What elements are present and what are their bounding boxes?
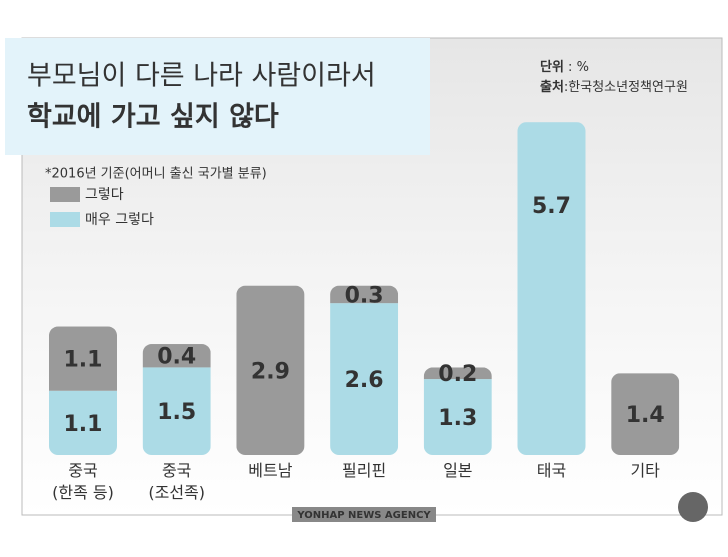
footer: YONHAP NEWS AGENCY bbox=[296, 510, 431, 521]
unit-label: 단위 bbox=[540, 59, 564, 75]
value-label: 1.5 bbox=[157, 400, 196, 425]
value-label: 0.2 bbox=[438, 362, 477, 387]
icon[interactable] bbox=[678, 492, 708, 522]
x-tick-label: 일본 bbox=[443, 461, 473, 480]
chart-title: 부모님이 다른 나라 사람이라서 bbox=[27, 61, 376, 92]
value-label: 1.1 bbox=[64, 348, 103, 373]
x-tick-label: 필리핀 bbox=[342, 461, 387, 480]
bar-segment bbox=[611, 373, 680, 455]
value-label: 1.3 bbox=[438, 406, 477, 431]
legend-swatch bbox=[50, 212, 80, 227]
value-label: 0.4 bbox=[157, 345, 196, 370]
source-label: 출처 bbox=[540, 79, 564, 95]
value-label: 1.1 bbox=[64, 412, 103, 437]
x-tick-label: 베트남 bbox=[248, 461, 293, 480]
legend-label: 그렇다 bbox=[85, 187, 124, 203]
bar bbox=[517, 122, 586, 456]
x-tick-label: 중국 (한족 등) bbox=[52, 461, 114, 502]
value-label: 2.9 bbox=[251, 359, 290, 384]
bar-segment bbox=[423, 367, 492, 380]
unit-text: : % bbox=[564, 60, 589, 75]
value-label: 1.4 bbox=[626, 403, 665, 428]
x-tick-label: 중국 (조선족) bbox=[148, 461, 206, 502]
source: 출처:한국청소년정책연구원 bbox=[540, 79, 688, 95]
value-label: 5.7 bbox=[532, 194, 571, 219]
bar-segment bbox=[330, 303, 399, 455]
unit: 단위 : % bbox=[540, 59, 589, 75]
legend-swatch bbox=[50, 187, 80, 202]
bar-segment bbox=[517, 122, 586, 456]
bar bbox=[142, 344, 211, 455]
value-label: 0.3 bbox=[345, 283, 384, 308]
value-label: 2.6 bbox=[345, 368, 384, 393]
bar bbox=[330, 285, 399, 455]
bar-segment bbox=[236, 285, 305, 455]
chart-subtitle: 학교에 가고 싶지 않다 bbox=[27, 102, 279, 133]
bar-segment bbox=[330, 285, 399, 304]
x-tick-label: 기타 bbox=[630, 461, 660, 480]
x-tick-label: 태국 bbox=[536, 461, 567, 480]
title-box bbox=[5, 38, 430, 155]
bar-segment bbox=[423, 379, 492, 455]
bar bbox=[611, 373, 680, 455]
bar-segment bbox=[142, 367, 211, 455]
footer-box bbox=[292, 507, 436, 522]
bar bbox=[49, 326, 117, 455]
note: *2016년 기준(어머니 출신 국가별 분류) bbox=[45, 167, 267, 182]
bar-segment bbox=[49, 326, 117, 391]
legend-label: 매우 그렇다 bbox=[85, 212, 154, 228]
bar bbox=[236, 285, 305, 455]
source-text: :한국청소년정책연구원 bbox=[564, 80, 688, 95]
bar bbox=[423, 367, 492, 455]
bar-segment bbox=[49, 390, 117, 455]
bar-segment bbox=[142, 344, 211, 368]
